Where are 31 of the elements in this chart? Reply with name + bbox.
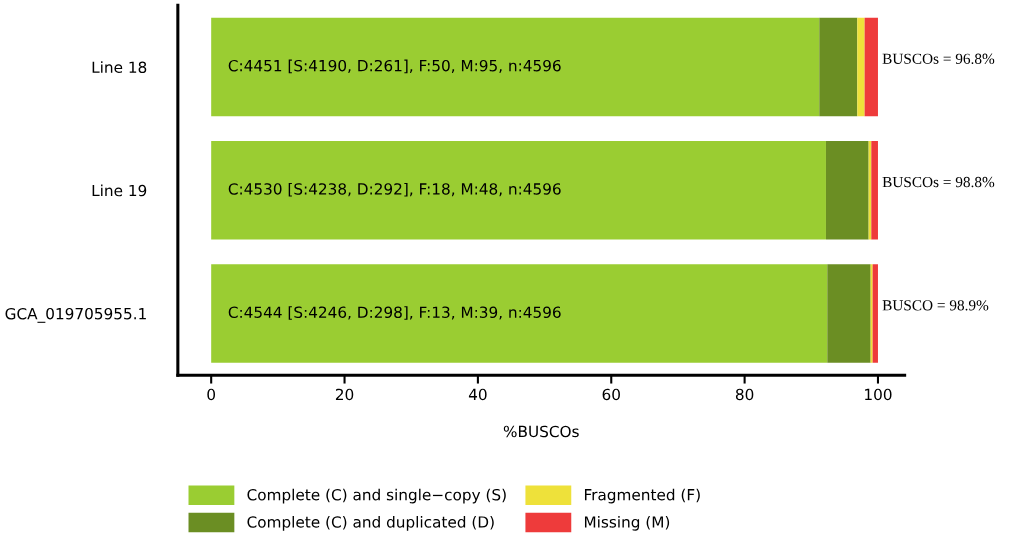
legend-label: Complete (C) and duplicated (D) <box>247 515 494 531</box>
bar <box>211 140 826 240</box>
bar <box>870 264 873 363</box>
legend-label: Fragmented (F) <box>584 488 700 504</box>
annotation: BUSCO = 98.9% <box>882 300 989 311</box>
legend-label: Missing (M) <box>584 515 670 531</box>
annotation: BUSCOs = 96.8% <box>882 53 995 64</box>
annotation: C:4530 [S:4238, D:292], F:18, M:48, n:4596 <box>228 182 561 197</box>
x-tick-label: 40 <box>468 388 487 401</box>
bar <box>857 17 865 117</box>
bar <box>871 140 878 240</box>
legend-label: Complete (C) and single−copy (S) <box>247 488 506 504</box>
x-axis-title: %BUSCOs <box>503 425 579 438</box>
x-tick-label: 80 <box>735 388 754 401</box>
y-tick-label: Line 18 <box>92 61 147 74</box>
bar <box>211 264 828 363</box>
bar <box>819 17 858 117</box>
y-tick-label: Line 19 <box>92 184 147 197</box>
x-tick-label: 60 <box>602 388 620 401</box>
y-tick-label: GCA_019705955.1 <box>5 307 146 323</box>
bar <box>211 17 820 117</box>
x-tick-label: 100 <box>865 388 892 401</box>
annotation: C:4451 [S:4190, D:261], F:50, M:95, n:4596 <box>228 59 561 74</box>
bar <box>825 140 869 240</box>
bar <box>864 17 878 117</box>
x-tick-label: 0 <box>207 388 216 401</box>
annotation: BUSCOs = 98.8% <box>882 176 995 188</box>
bar <box>872 264 878 363</box>
annotation: C:4544 [S:4246, D:298], F:13, M:39, n:4596 <box>228 306 561 320</box>
bar <box>827 264 871 363</box>
x-tick-label: 20 <box>335 388 354 401</box>
